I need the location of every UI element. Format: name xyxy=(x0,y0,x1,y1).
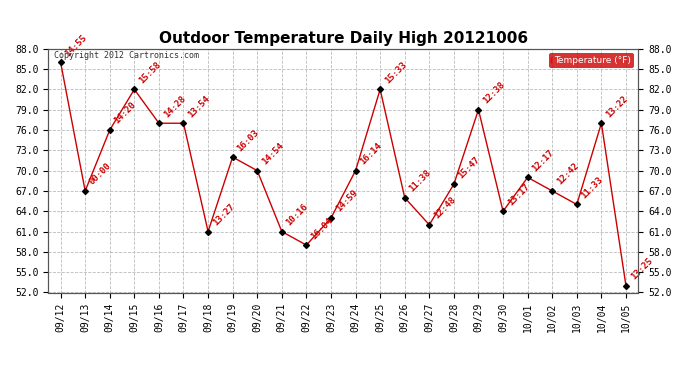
Text: 16:14: 16:14 xyxy=(358,141,384,166)
Text: 15:47: 15:47 xyxy=(457,154,482,180)
Text: 14:54: 14:54 xyxy=(260,141,286,166)
Text: 16:04: 16:04 xyxy=(309,216,335,241)
Title: Outdoor Temperature Daily High 20121006: Outdoor Temperature Daily High 20121006 xyxy=(159,31,528,46)
Text: 12:38: 12:38 xyxy=(481,80,506,105)
Text: 11:38: 11:38 xyxy=(408,168,433,194)
Text: 13:54: 13:54 xyxy=(186,94,212,119)
Text: 15:58: 15:58 xyxy=(137,60,162,85)
Text: Copyright 2012 Cartronics.com: Copyright 2012 Cartronics.com xyxy=(55,51,199,60)
Text: 12:17: 12:17 xyxy=(531,148,555,173)
Text: 14:55: 14:55 xyxy=(63,33,89,58)
Text: 15:33: 15:33 xyxy=(383,60,408,85)
Text: 13:27: 13:27 xyxy=(211,202,236,227)
Text: 14:59: 14:59 xyxy=(334,189,359,214)
Text: 14:28: 14:28 xyxy=(161,94,187,119)
Text: 12:42: 12:42 xyxy=(555,161,580,187)
Text: 11:33: 11:33 xyxy=(580,175,605,200)
Text: 13:22: 13:22 xyxy=(604,94,629,119)
Text: 12:48: 12:48 xyxy=(432,195,457,220)
Legend: Temperature (°F): Temperature (°F) xyxy=(549,53,633,68)
Text: 13:25: 13:25 xyxy=(629,256,654,282)
Text: 13:17: 13:17 xyxy=(506,182,531,207)
Text: 14:20: 14:20 xyxy=(112,100,138,126)
Text: 16:03: 16:03 xyxy=(235,128,261,153)
Text: 10:16: 10:16 xyxy=(284,202,310,227)
Text: 00:00: 00:00 xyxy=(88,161,113,187)
